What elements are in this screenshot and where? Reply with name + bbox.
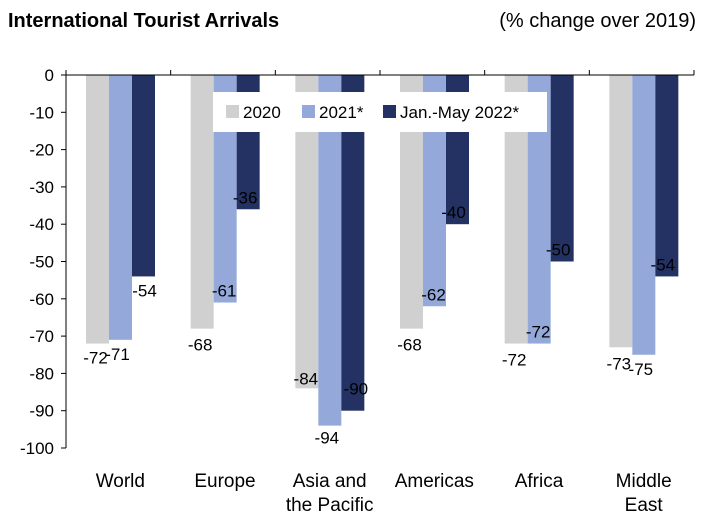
bar xyxy=(527,75,551,344)
legend-label: 2021* xyxy=(319,103,364,122)
bar xyxy=(504,75,528,344)
chart-subtitle: (% change over 2019) xyxy=(499,10,696,32)
data-label: -72 xyxy=(526,323,551,342)
category-label: East xyxy=(625,495,664,516)
y-tick-label: -20 xyxy=(29,141,54,160)
data-label: -94 xyxy=(315,429,340,448)
bar xyxy=(132,75,155,277)
data-label: -90 xyxy=(344,380,369,399)
bar xyxy=(655,75,679,277)
y-tick-label: -30 xyxy=(29,178,54,197)
legend-swatch xyxy=(302,105,315,118)
y-tick-label: -40 xyxy=(29,215,54,234)
data-label: -36 xyxy=(233,188,258,207)
bar xyxy=(423,75,446,307)
data-label: -75 xyxy=(629,360,654,379)
legend-label: Jan.-May 2022* xyxy=(400,103,519,122)
bar xyxy=(632,75,656,355)
category-label: Americas xyxy=(395,471,474,492)
category-label: Middle xyxy=(616,471,672,492)
data-label: -84 xyxy=(294,369,319,388)
category-label: World xyxy=(96,471,145,492)
bar xyxy=(400,75,423,329)
y-tick-label: -100 xyxy=(20,439,54,458)
data-label: -72 xyxy=(502,351,527,370)
y-tick-label: -80 xyxy=(29,364,54,383)
data-label: -73 xyxy=(607,354,632,373)
data-label: -68 xyxy=(397,336,422,355)
data-label: -54 xyxy=(651,255,676,274)
data-label: -54 xyxy=(132,281,157,300)
y-tick-label: -50 xyxy=(29,253,54,272)
legend-swatch xyxy=(383,105,396,118)
data-label: -71 xyxy=(105,345,130,364)
y-tick-label: -60 xyxy=(29,290,54,309)
chart-title: International Tourist Arrivals xyxy=(8,10,280,32)
bar xyxy=(109,75,132,340)
bar xyxy=(190,75,214,329)
y-tick-label: 0 xyxy=(45,66,54,85)
category-label: Europe xyxy=(194,471,255,492)
bar xyxy=(295,75,319,389)
data-label: -68 xyxy=(188,336,213,355)
legend-swatch xyxy=(226,105,239,118)
data-label: -40 xyxy=(441,203,466,222)
y-tick-label: -10 xyxy=(29,103,54,122)
legend-label: 2020 xyxy=(243,103,281,122)
data-label: -72 xyxy=(83,349,108,368)
bar xyxy=(609,75,633,348)
bar xyxy=(318,75,342,426)
category-label: the Pacific xyxy=(286,495,374,516)
data-label: -61 xyxy=(212,282,237,301)
legend-box xyxy=(213,92,547,132)
data-label: -62 xyxy=(421,285,446,304)
bar xyxy=(86,75,109,344)
bar xyxy=(341,75,365,411)
y-tick-label: -90 xyxy=(29,402,54,421)
category-label: Asia and xyxy=(293,471,367,492)
bar xyxy=(550,75,574,262)
data-label: -50 xyxy=(546,241,571,260)
category-label: Africa xyxy=(515,471,564,492)
y-tick-label: -70 xyxy=(29,327,54,346)
